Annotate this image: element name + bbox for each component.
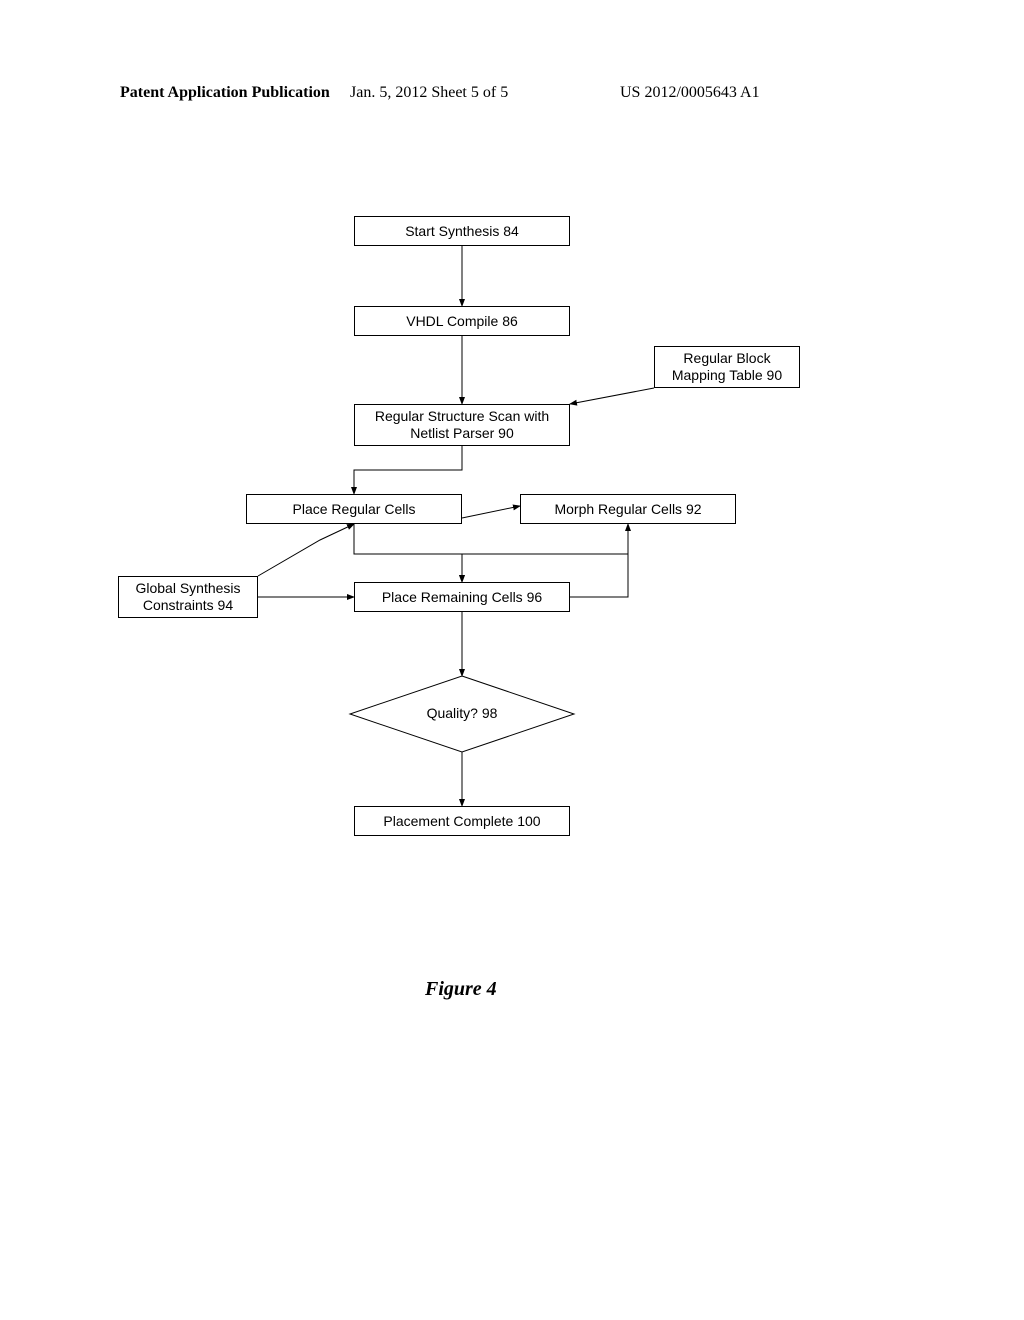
node-regular-structure-scan: Regular Structure Scan withNetlist Parse… bbox=[354, 404, 570, 446]
header-pubno: US 2012/0005643 A1 bbox=[620, 84, 760, 102]
node-label: VHDL Compile 86 bbox=[406, 313, 518, 330]
node-start-synthesis: Start Synthesis 84 bbox=[354, 216, 570, 246]
page-header: Patent Application Publication Jan. 5, 2… bbox=[0, 84, 1024, 104]
node-regular-block-mapping: Regular BlockMapping Table 90 bbox=[654, 346, 800, 388]
node-place-regular-cells: Place Regular Cells bbox=[246, 494, 462, 524]
node-label: Place Remaining Cells 96 bbox=[382, 589, 542, 606]
diamond-svg bbox=[0, 0, 1024, 1320]
flowchart-edges bbox=[0, 0, 1024, 1320]
node-label: Morph Regular Cells 92 bbox=[554, 501, 701, 518]
node-quality-decision-label: Quality? 98 bbox=[392, 705, 532, 721]
node-placement-complete: Placement Complete 100 bbox=[354, 806, 570, 836]
node-place-remaining-cells: Place Remaining Cells 96 bbox=[354, 582, 570, 612]
node-vhdl-compile: VHDL Compile 86 bbox=[354, 306, 570, 336]
node-label: Global SynthesisConstraints 94 bbox=[135, 580, 240, 614]
node-global-synth-constraints: Global SynthesisConstraints 94 bbox=[118, 576, 258, 618]
node-label: Regular BlockMapping Table 90 bbox=[672, 350, 782, 384]
node-morph-regular-cells: Morph Regular Cells 92 bbox=[520, 494, 736, 524]
node-label: Regular Structure Scan withNetlist Parse… bbox=[375, 408, 549, 442]
page: Patent Application Publication Jan. 5, 2… bbox=[0, 0, 1024, 1320]
figure-caption: Figure 4 bbox=[425, 978, 497, 1001]
node-label: Placement Complete 100 bbox=[383, 813, 540, 830]
header-date-sheet: Jan. 5, 2012 Sheet 5 of 5 bbox=[350, 84, 508, 102]
header-left: Patent Application Publication bbox=[120, 84, 330, 102]
node-label: Start Synthesis 84 bbox=[405, 223, 519, 240]
node-label: Place Regular Cells bbox=[293, 501, 416, 518]
